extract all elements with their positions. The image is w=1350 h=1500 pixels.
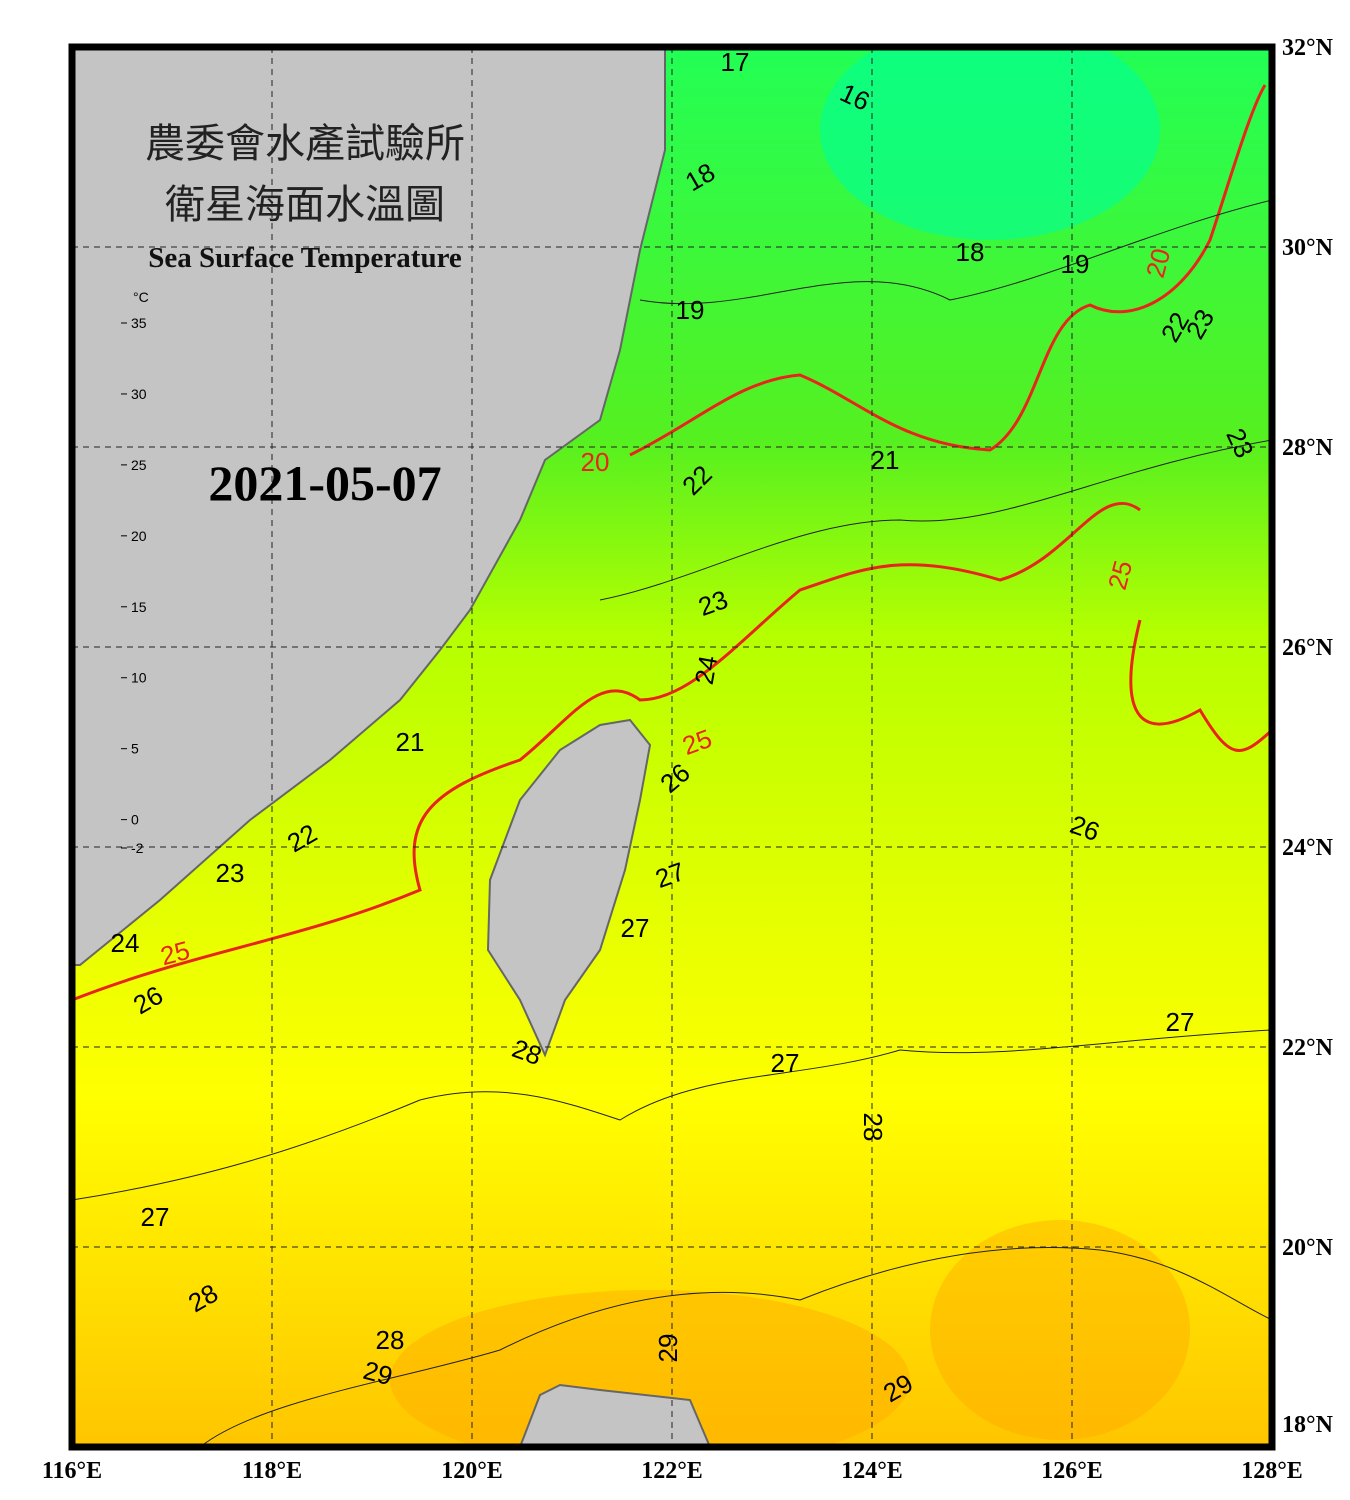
- warm-patch: [390, 1290, 910, 1447]
- contour-label: 18: [956, 237, 985, 267]
- contour-label: 17: [721, 47, 750, 77]
- graticule: [72, 47, 1272, 1447]
- colorbar-tick-label: 5: [131, 741, 139, 757]
- contour-label: 21: [396, 727, 425, 757]
- contour-label: 29: [653, 1334, 683, 1363]
- colorbar-tick-label: 30: [131, 386, 147, 402]
- isotherm-line: [199, 1246, 1272, 1447]
- x-tick-label: 126°E: [1041, 1458, 1103, 1484]
- y-tick-label: 32°N: [1282, 35, 1334, 61]
- land-china: [72, 47, 666, 966]
- contour-label: 27: [1166, 1007, 1195, 1037]
- contour-label: 23: [216, 858, 245, 888]
- y-tick-label: 22°N: [1282, 1035, 1334, 1061]
- colorbar-tick-label: 10: [131, 670, 147, 686]
- x-tick-label: 124°E: [841, 1458, 903, 1484]
- x-tick-label: 122°E: [641, 1458, 703, 1484]
- y-tick-label: 28°N: [1282, 435, 1334, 461]
- axes: 116°E 118°E 120°E 122°E 124°E 126°E 128°E 18°N 2…: [42, 35, 1334, 1484]
- isotherm-line: [72, 1029, 1272, 1201]
- title-zh: 農委會水產試驗所: [145, 121, 465, 167]
- y-tick-label: 20°N: [1282, 1235, 1334, 1261]
- x-tick-label: 118°E: [242, 1458, 302, 1484]
- isotherm-line: [1129, 619, 1272, 752]
- title-en: Sea Surface Temperature: [148, 242, 462, 274]
- contour-label: 28: [858, 1113, 888, 1142]
- colorbar-tick-label: 15: [131, 599, 147, 615]
- y-tick-label: 24°N: [1282, 835, 1334, 861]
- title-zh: 衛星海面水溫圖: [165, 182, 445, 228]
- cold-patch: [820, 47, 1160, 240]
- x-tick-label: 120°E: [441, 1458, 503, 1484]
- contour-label: 24: [689, 653, 724, 687]
- contour-label: 20: [581, 447, 610, 477]
- warm-patch: [930, 1220, 1190, 1440]
- contour-label: 19: [676, 295, 705, 325]
- contour-label: 28: [376, 1325, 405, 1355]
- contour-label: 27: [621, 913, 650, 943]
- colorbar-tick-label: -2: [131, 840, 144, 856]
- isotherm-line: [72, 501, 1141, 1002]
- y-tick-label: 18°N: [1282, 1412, 1334, 1438]
- contour-label: 19: [1061, 249, 1090, 279]
- land-taiwan: [486, 718, 652, 1058]
- colorbar-tick-label: 35: [131, 315, 147, 331]
- x-tick-label: 128°E: [1241, 1458, 1303, 1484]
- y-tick-label: 26°N: [1282, 635, 1334, 661]
- colorbar-tick-label: 0: [131, 812, 139, 828]
- isotherm-line: [639, 199, 1272, 305]
- map-frame: [68, 43, 1276, 1451]
- contour-label: 27: [771, 1048, 800, 1078]
- colorbar-tick-label: 20: [131, 528, 147, 544]
- contour-label: 27: [141, 1202, 170, 1232]
- y-tick-label: 30°N: [1282, 235, 1334, 261]
- colorbar-tick-label: 25: [131, 457, 147, 473]
- date: 2021-05-07: [208, 455, 441, 511]
- isotherm-line: [629, 84, 1267, 457]
- x-tick-label: 116°E: [42, 1458, 102, 1484]
- contour-label: 24: [111, 928, 140, 958]
- colorbar-unit: °C: [133, 289, 149, 305]
- isotherm-line: [599, 439, 1272, 601]
- land-luzon: [518, 1383, 712, 1447]
- contour-label: 21: [871, 445, 900, 475]
